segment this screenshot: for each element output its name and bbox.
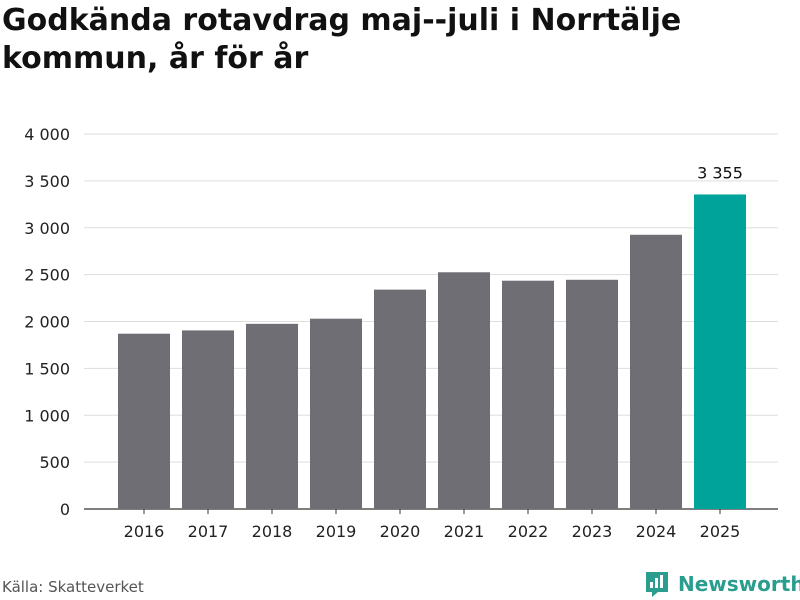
x-tick-label: 2020 [380,522,421,541]
y-tick-label: 1 500 [24,359,70,378]
bar-2020 [374,289,426,509]
x-tick-label: 2019 [316,522,357,541]
chart-title: Godkända rotavdrag maj--juli i Norrtälje… [2,3,682,76]
newsworthy-logo-icon [646,572,668,597]
bar-2017 [182,330,234,509]
bar-2025 [694,194,746,509]
y-tick-label: 0 [60,500,70,519]
x-tick-label: 2021 [444,522,485,541]
y-tick-label: 4 000 [24,125,70,144]
bar-2021 [438,272,490,509]
x-tick-label: 2025 [700,522,741,541]
bar-2018 [246,323,298,509]
brand-name: Newsworthy [678,572,800,596]
x-axis-ticks: 2016 2017 2018 2019 2020 2021 2022 2023 2024 2025 [124,509,741,541]
bars [118,194,746,509]
bar-2019 [310,318,362,509]
y-tick-label: 2 000 [24,313,70,332]
source-note: Källa: Skatteverket [2,578,144,596]
bar-2022 [502,280,554,509]
data-labels: 3 355 [697,163,743,182]
x-tick-label: 2023 [572,522,613,541]
x-tick-label: 2024 [636,522,677,541]
x-tick-label: 2022 [508,522,549,541]
bar-2023 [566,279,618,509]
brand-logo[interactable]: Newsworthy [644,568,800,600]
data-label-2025: 3 355 [697,163,743,182]
y-tick-label: 3 000 [24,219,70,238]
y-tick-label: 500 [39,453,70,472]
y-tick-label: 3 500 [24,172,70,191]
y-tick-label: 1 000 [24,406,70,425]
bar-2016 [118,333,170,509]
x-tick-label: 2018 [252,522,293,541]
bar-2024 [630,234,682,509]
x-tick-label: 2017 [188,522,229,541]
x-tick-label: 2016 [124,522,165,541]
y-axis-ticks: 0 500 1 000 1 500 2 000 2 500 3 000 3 500 4 000 [24,125,70,519]
y-tick-label: 2 500 [24,266,70,285]
